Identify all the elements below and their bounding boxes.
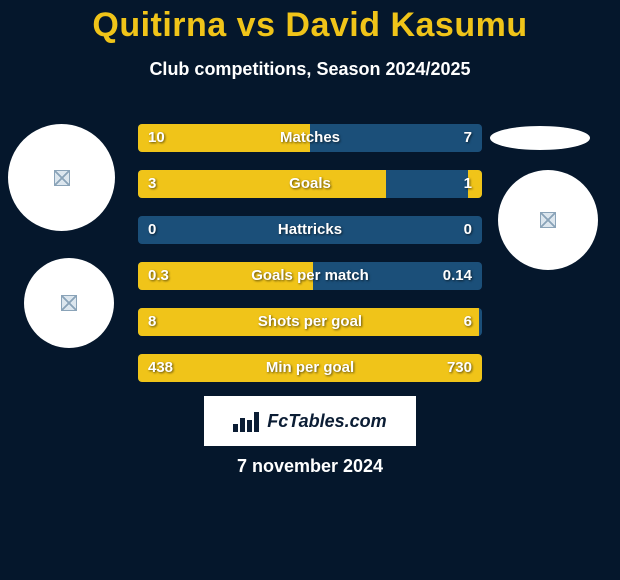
bar-value-right: 730 — [447, 354, 472, 382]
player-avatar-placeholder — [8, 124, 115, 231]
bar-value-right: 6 — [464, 308, 472, 336]
player-avatar-placeholder — [498, 170, 598, 270]
bar-value-right: 1 — [464, 170, 472, 198]
comparison-chart: 10Matches73Goals10Hattricks00.3Goals per… — [138, 124, 482, 400]
bars-icon — [233, 410, 261, 432]
logo-text: FcTables.com — [267, 411, 386, 432]
bar-value-right: 7 — [464, 124, 472, 152]
bar-row: 0Hattricks0 — [138, 216, 482, 244]
broken-image-icon — [54, 170, 70, 186]
bar-label: Matches — [138, 124, 482, 152]
bar-row: 8Shots per goal6 — [138, 308, 482, 336]
date-text: 7 november 2024 — [0, 456, 620, 477]
broken-image-icon — [61, 295, 77, 311]
bar-label: Goals per match — [138, 262, 482, 290]
player-avatar-placeholder — [24, 258, 114, 348]
bar-label: Shots per goal — [138, 308, 482, 336]
bar-row: 10Matches7 — [138, 124, 482, 152]
bar-label: Min per goal — [138, 354, 482, 382]
broken-image-icon — [540, 212, 556, 228]
page-subtitle: Club competitions, Season 2024/2025 — [0, 59, 620, 80]
bar-row: 0.3Goals per match0.14 — [138, 262, 482, 290]
bar-row: 3Goals1 — [138, 170, 482, 198]
player-avatar-placeholder — [490, 126, 590, 150]
bar-label: Hattricks — [138, 216, 482, 244]
bar-label: Goals — [138, 170, 482, 198]
bar-value-right: 0.14 — [443, 262, 472, 290]
page-title: Quitirna vs David Kasumu — [0, 0, 620, 45]
fctables-logo: FcTables.com — [204, 396, 416, 446]
bar-value-right: 0 — [464, 216, 472, 244]
bar-row: 438Min per goal730 — [138, 354, 482, 382]
